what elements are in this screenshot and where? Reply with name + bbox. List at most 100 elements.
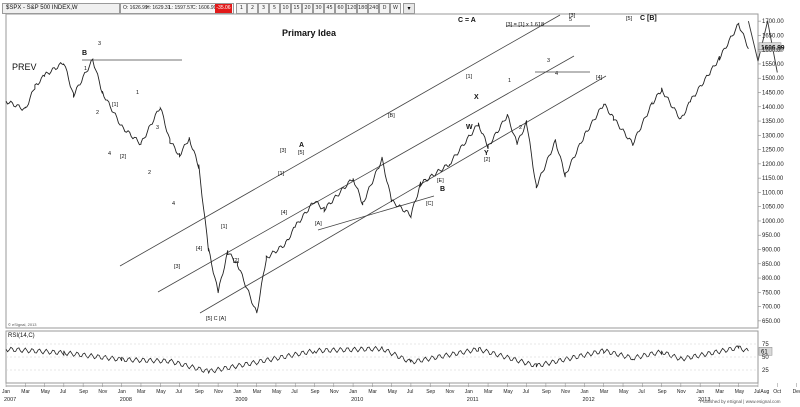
price-series-line (5, 22, 749, 314)
trend-line-bc (317, 195, 435, 231)
publisher-credit: Published by eSignal | www.esignal.com (700, 399, 781, 404)
wave-label: 4 (172, 201, 175, 207)
month-tick-label: Mar (21, 389, 30, 395)
month-tick-label: Sep (311, 389, 320, 395)
month-tick-label: May (41, 389, 51, 395)
wave-label: [5] (626, 16, 633, 22)
price-tick-label: 1600.00 (762, 48, 784, 54)
copyright-note: © eSignal, 2013 (8, 322, 37, 327)
year-label: 2013 (698, 397, 710, 403)
wave-label: [1] (221, 224, 228, 230)
wave-label: 1 (508, 78, 511, 84)
wave-label: 4 (555, 71, 558, 77)
last-price-label: 1606.99 (761, 45, 785, 52)
month-tick-label: Nov (445, 389, 454, 395)
wave-label: [1] (466, 74, 473, 80)
chart-title: Primary Idea (282, 28, 337, 38)
year-label: 2007 (4, 397, 16, 403)
price-axis: 1700.00 1650.00 1600.00 1550.00 1500.00 1450.… (758, 19, 784, 325)
ohlc-close: C: 1606.99 (192, 5, 217, 11)
year-label: 2011 (467, 397, 479, 403)
month-tick-label: Oct (773, 389, 781, 395)
rsi-axis: 75 50 25 (6, 342, 769, 374)
rsi-tick-label: 25 (762, 368, 769, 374)
month-tick-label: Sep (426, 389, 435, 395)
wave-label: [5] C [A] (206, 316, 226, 322)
price-tick-label: 650.00 (762, 319, 781, 325)
channel-lower-line (199, 75, 607, 314)
wave-label: 2 (96, 110, 99, 116)
wave-label: [5] (298, 150, 305, 156)
month-tick-label: Jan (465, 389, 473, 395)
wave-label: [3] (280, 148, 287, 154)
channel-upper-line (119, 14, 561, 267)
wave-label: 3 (156, 125, 159, 131)
channel-middle-line (157, 55, 575, 293)
price-tick-label: 900.00 (762, 248, 781, 254)
year-label: 2009 (235, 397, 247, 403)
month-tick-label: Mar (715, 389, 724, 395)
month-tick-label: Jul (176, 389, 182, 395)
price-tick-label: 1200.00 (762, 162, 784, 168)
price-tick-label: 1350.00 (762, 119, 784, 125)
wave-label: [4] (281, 210, 288, 216)
month-tick-label: Jul (60, 389, 66, 395)
change-badge: -35.06 (215, 4, 232, 13)
month-tick-label: Mar (253, 389, 262, 395)
wave-label: [C] (426, 201, 434, 207)
wave-label: [4] (596, 75, 603, 81)
wave-label: [2] (120, 154, 127, 160)
ohlc-low: L: 1597.57 (169, 5, 193, 11)
month-tick-label: Jan (349, 389, 357, 395)
month-tick-label: May (735, 389, 745, 395)
price-tick-label: 800.00 (762, 276, 781, 282)
wave-label: 3 (98, 41, 101, 47)
year-label: 2010 (351, 397, 363, 403)
price-tick-label: 850.00 (762, 262, 781, 268)
month-tick-label: Jul (523, 389, 529, 395)
rsi-series-line (5, 345, 749, 374)
price-tick-label: 1100.00 (762, 190, 784, 196)
wave-label: [2] (233, 258, 240, 264)
price-tick-label: 950.00 (762, 233, 781, 239)
month-tick-label: Nov (214, 389, 223, 395)
month-tick-label: Jul (291, 389, 297, 395)
wave-label: [1] (278, 171, 285, 177)
price-tick-label: 700.00 (762, 305, 781, 311)
month-tick-label: May (388, 389, 398, 395)
month-tick-label: Jan (118, 389, 126, 395)
trend-channel (82, 14, 607, 314)
month-tick-label: Sep (658, 389, 667, 395)
wave-label: W (466, 124, 473, 131)
month-tick-label: Mar (484, 389, 493, 395)
month-tick-label: May (272, 389, 282, 395)
price-tick-label: 1450.00 (762, 91, 784, 97)
month-tick-label: Nov (98, 389, 107, 395)
wave-label: [A] (315, 221, 322, 227)
wave-label: [4] (196, 246, 203, 252)
wave-label: 4 (108, 151, 111, 157)
month-tick-label: Jul (407, 389, 413, 395)
symbol-label: $SPX - S&P 500 INDEX,W (6, 5, 78, 11)
wave-label: 2 (519, 125, 522, 131)
month-tick-label: Sep (542, 389, 551, 395)
price-panel-frame (5, 13, 759, 329)
year-label: 2008 (120, 397, 132, 403)
wave-label: A (299, 142, 304, 149)
ohlc-high: H: 1629.31 (146, 5, 171, 11)
month-tick-label: Mar (137, 389, 146, 395)
month-tick-label: Jan (580, 389, 588, 395)
month-tick-label: May (619, 389, 629, 395)
month-tick-label: Sep (79, 389, 88, 395)
last-price-box (758, 42, 782, 52)
month-tick-label: Jul (638, 389, 644, 395)
price-tick-label: 1400.00 (762, 105, 784, 111)
wave-label: 3 (547, 58, 550, 64)
rsi-label: RSI(14,C) (8, 333, 35, 339)
price-tick-label: 1300.00 (762, 133, 784, 139)
month-tick-label: Jan (233, 389, 241, 395)
wave-label: 1 (136, 90, 139, 96)
wave-label: [2] (484, 157, 491, 163)
